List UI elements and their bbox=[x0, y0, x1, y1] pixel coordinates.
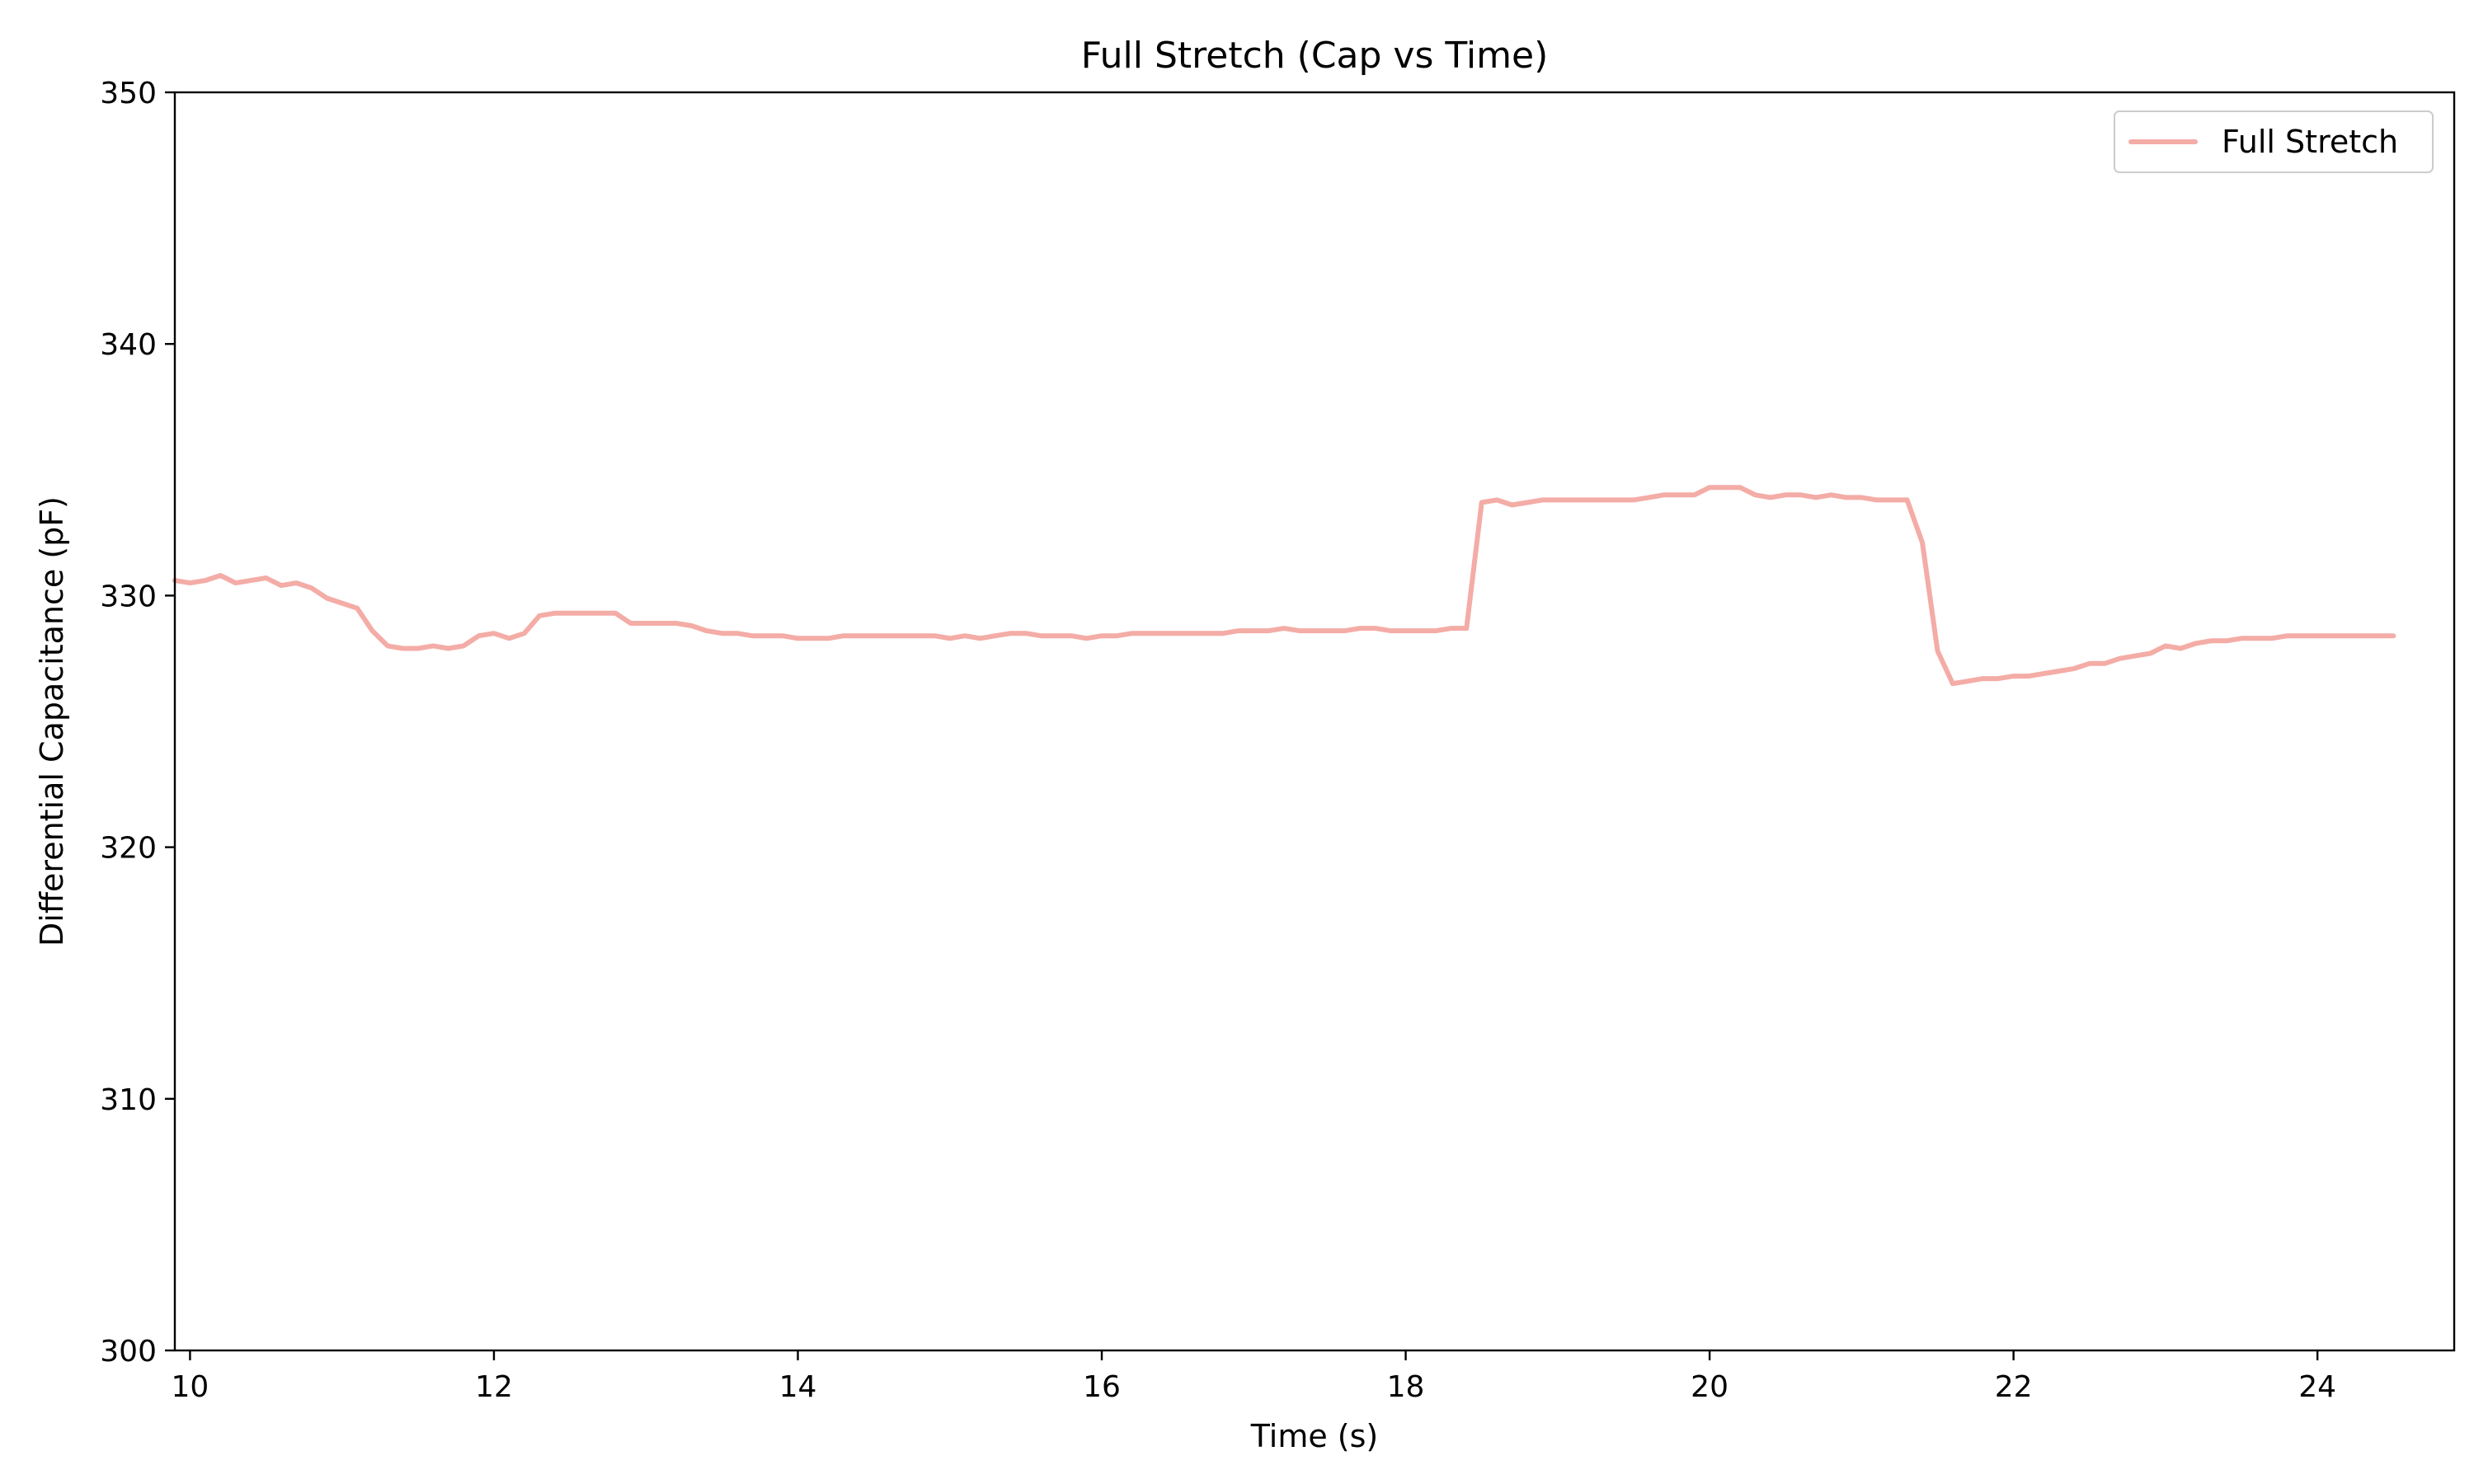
x-tick-label: 10 bbox=[172, 1370, 209, 1404]
legend: Full Stretch bbox=[2114, 110, 2434, 173]
x-tick-label: 24 bbox=[2298, 1370, 2336, 1404]
x-axis-label: Time (s) bbox=[1250, 1418, 1379, 1454]
legend-label: Full Stretch bbox=[2222, 124, 2398, 160]
y-tick-label: 350 bbox=[100, 77, 157, 110]
x-tick-label: 14 bbox=[779, 1370, 817, 1404]
y-tick-label: 330 bbox=[100, 580, 157, 613]
x-tick-label: 18 bbox=[1387, 1370, 1425, 1404]
series-line-full-stretch bbox=[172, 485, 2396, 687]
axes-frame bbox=[173, 91, 2456, 1352]
chart-title: Full Stretch (Cap vs Time) bbox=[1081, 35, 1548, 77]
x-tick-label: 20 bbox=[1691, 1370, 1729, 1404]
y-tick-label: 310 bbox=[100, 1083, 157, 1117]
x-tick-label: 12 bbox=[475, 1370, 513, 1404]
x-tick-label: 22 bbox=[1995, 1370, 2033, 1404]
x-axis-ticks: 10 12 14 16 18 20 22 24 bbox=[172, 1350, 2336, 1404]
y-tick-label: 320 bbox=[100, 832, 157, 866]
y-axis-ticks: 300 310 320 330 340 350 bbox=[100, 77, 175, 1369]
legend-box bbox=[2114, 110, 2434, 173]
y-tick-label: 300 bbox=[100, 1335, 157, 1369]
plot-area bbox=[172, 485, 2396, 687]
x-tick-label: 16 bbox=[1083, 1370, 1121, 1404]
y-tick-label: 340 bbox=[100, 328, 157, 362]
y-axis-label: Differential Capacitance (pF) bbox=[34, 496, 70, 946]
